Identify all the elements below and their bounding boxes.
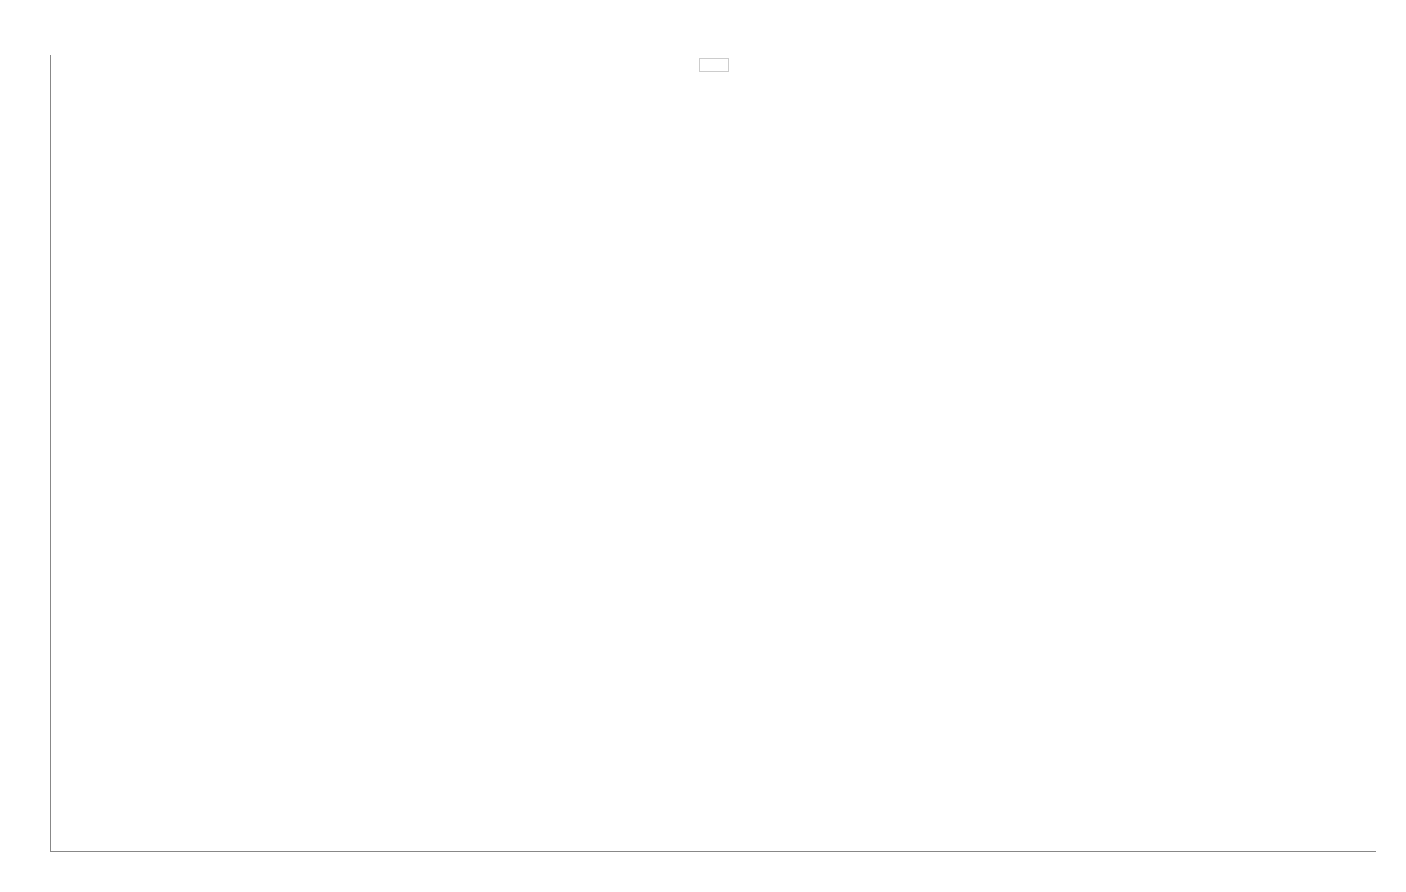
- scatter-chart: [50, 55, 1376, 852]
- plot-svg: [51, 55, 1376, 851]
- correlation-legend: [699, 58, 729, 72]
